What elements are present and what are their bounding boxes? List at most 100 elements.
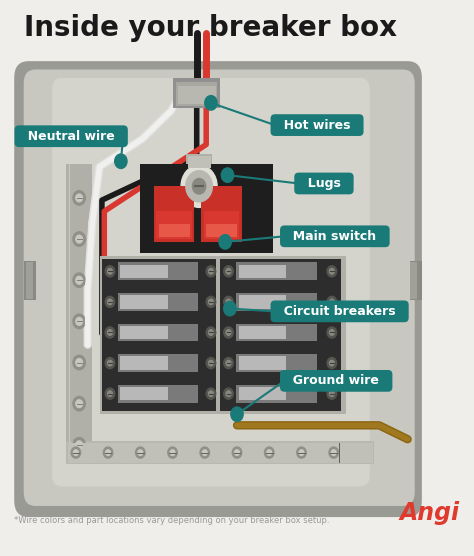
Bar — [118, 354, 198, 372]
Circle shape — [219, 235, 231, 249]
FancyBboxPatch shape — [24, 70, 415, 506]
Circle shape — [231, 407, 243, 421]
Circle shape — [226, 269, 231, 274]
Text: *Wire colors and part locations vary depending on your breaker box setup.: *Wire colors and part locations vary dep… — [14, 517, 330, 525]
Bar — [26, 262, 33, 299]
Circle shape — [103, 447, 113, 458]
Circle shape — [327, 296, 337, 307]
Bar — [178, 86, 216, 104]
Bar — [154, 186, 194, 242]
Circle shape — [76, 276, 82, 284]
Circle shape — [170, 450, 175, 455]
Circle shape — [76, 317, 82, 325]
Text: Circuit breakers: Circuit breakers — [275, 305, 404, 318]
Bar — [66, 441, 374, 464]
Circle shape — [73, 314, 85, 329]
Bar — [206, 224, 237, 237]
Circle shape — [76, 441, 82, 449]
Circle shape — [224, 301, 236, 316]
Circle shape — [329, 360, 334, 366]
Circle shape — [76, 235, 82, 243]
Circle shape — [181, 165, 217, 207]
Circle shape — [226, 330, 231, 335]
Circle shape — [202, 450, 207, 455]
Circle shape — [209, 330, 213, 335]
Circle shape — [331, 450, 336, 455]
Circle shape — [224, 266, 233, 277]
Circle shape — [224, 358, 233, 369]
Bar — [410, 262, 417, 299]
Bar — [140, 164, 273, 253]
Circle shape — [232, 447, 242, 458]
Circle shape — [106, 450, 110, 455]
Bar — [239, 356, 286, 370]
Bar — [118, 262, 198, 280]
Circle shape — [108, 360, 112, 366]
Circle shape — [224, 388, 233, 399]
Circle shape — [105, 358, 115, 369]
Text: Neutral wire: Neutral wire — [19, 130, 123, 143]
Circle shape — [136, 447, 145, 458]
Circle shape — [327, 266, 337, 277]
Circle shape — [108, 391, 112, 396]
Text: Hot wires: Hot wires — [275, 118, 359, 132]
Circle shape — [221, 168, 234, 182]
Circle shape — [73, 191, 85, 205]
Circle shape — [327, 358, 337, 369]
Circle shape — [73, 273, 85, 287]
Circle shape — [206, 266, 216, 277]
Bar — [118, 385, 198, 403]
Bar — [236, 262, 317, 280]
Bar — [69, 164, 70, 459]
Bar — [24, 261, 36, 300]
Bar — [68, 443, 373, 463]
Circle shape — [224, 327, 233, 338]
Circle shape — [226, 391, 231, 396]
Circle shape — [71, 447, 81, 458]
Circle shape — [206, 296, 216, 307]
Circle shape — [73, 355, 85, 370]
Circle shape — [264, 447, 274, 458]
Circle shape — [327, 388, 337, 399]
Circle shape — [209, 360, 213, 366]
Bar — [204, 211, 239, 239]
Circle shape — [76, 194, 82, 202]
Circle shape — [209, 269, 213, 274]
Bar — [120, 356, 168, 370]
Circle shape — [186, 171, 212, 202]
Bar — [173, 78, 220, 108]
Circle shape — [105, 327, 115, 338]
Circle shape — [192, 178, 206, 194]
Bar — [201, 186, 242, 242]
Circle shape — [73, 396, 85, 411]
Circle shape — [73, 450, 78, 455]
Bar — [239, 295, 286, 309]
Circle shape — [138, 450, 143, 455]
Circle shape — [226, 299, 231, 305]
Bar — [236, 354, 317, 372]
Bar — [120, 326, 168, 339]
Bar — [102, 259, 216, 411]
Circle shape — [226, 360, 231, 366]
Circle shape — [299, 450, 304, 455]
Bar — [186, 154, 212, 170]
Bar — [120, 387, 168, 400]
Bar — [156, 211, 192, 239]
Circle shape — [297, 447, 306, 458]
FancyBboxPatch shape — [14, 61, 422, 517]
Circle shape — [76, 400, 82, 408]
Circle shape — [224, 296, 233, 307]
Circle shape — [329, 269, 334, 274]
Circle shape — [205, 96, 217, 110]
Bar — [239, 265, 286, 278]
Bar — [100, 256, 346, 414]
Bar — [236, 324, 317, 341]
Bar — [239, 326, 286, 339]
Circle shape — [235, 450, 239, 455]
Circle shape — [168, 447, 177, 458]
Circle shape — [73, 438, 85, 452]
Bar — [118, 324, 198, 341]
Circle shape — [108, 330, 112, 335]
Circle shape — [108, 269, 112, 274]
Bar — [239, 387, 286, 400]
